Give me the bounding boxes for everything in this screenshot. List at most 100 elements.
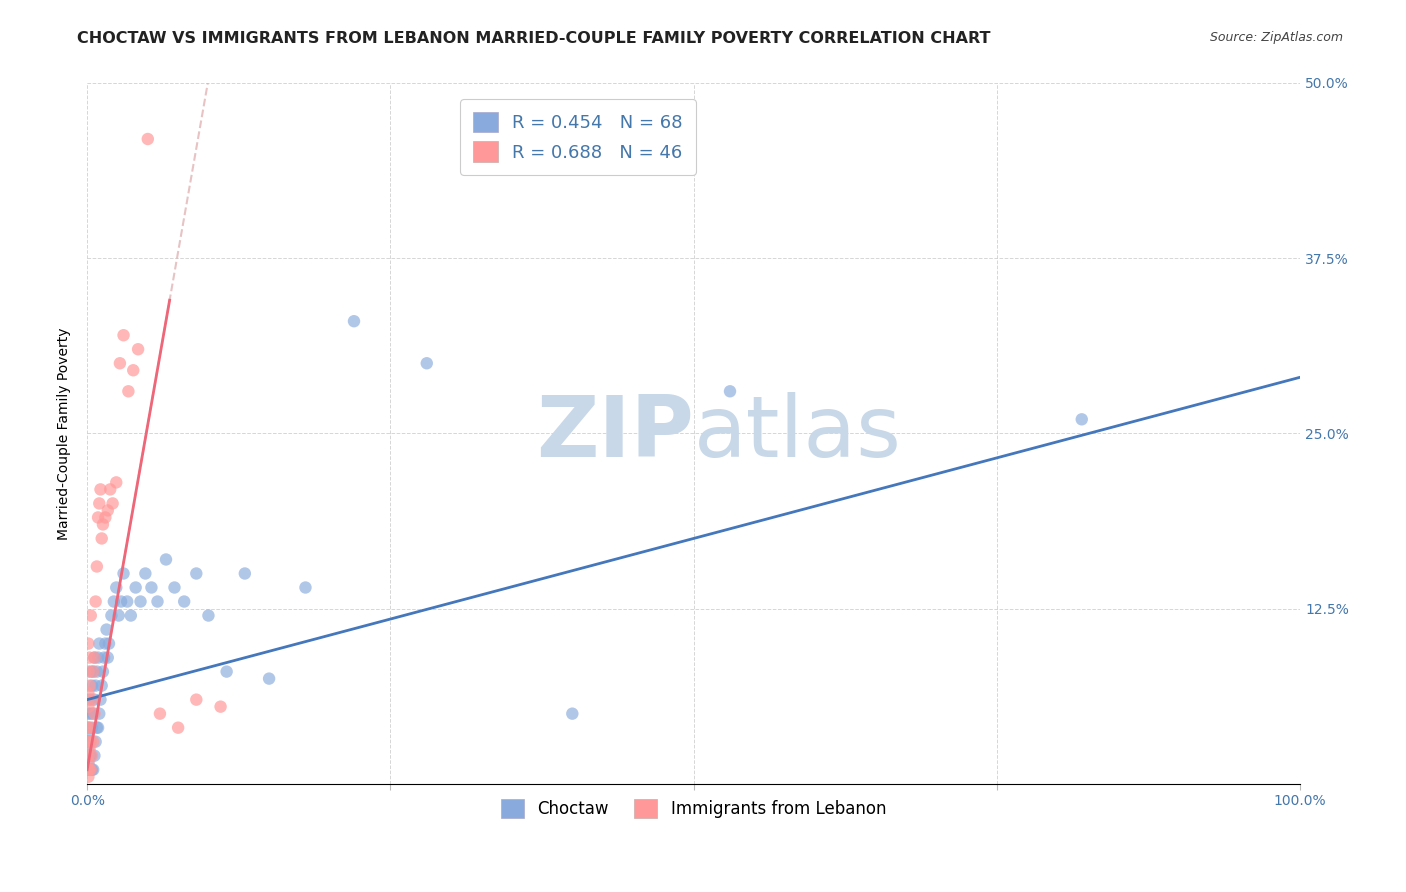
Text: Source: ZipAtlas.com: Source: ZipAtlas.com bbox=[1209, 31, 1343, 45]
Point bbox=[215, 665, 238, 679]
Point bbox=[79, 748, 101, 763]
Point bbox=[718, 384, 741, 399]
Point bbox=[97, 650, 120, 665]
Point bbox=[120, 608, 142, 623]
Point bbox=[94, 510, 117, 524]
Point bbox=[80, 679, 103, 693]
Point bbox=[83, 706, 105, 721]
Point bbox=[80, 734, 103, 748]
Point bbox=[80, 748, 103, 763]
Point bbox=[89, 496, 111, 510]
Point bbox=[77, 741, 100, 756]
Point bbox=[87, 510, 110, 524]
Point bbox=[89, 636, 111, 650]
Point bbox=[89, 692, 111, 706]
Point bbox=[112, 328, 135, 343]
Point bbox=[77, 636, 100, 650]
Point bbox=[107, 608, 129, 623]
Point bbox=[90, 532, 112, 546]
Point bbox=[77, 748, 100, 763]
Point bbox=[77, 734, 100, 748]
Point bbox=[101, 496, 124, 510]
Point bbox=[82, 734, 104, 748]
Point bbox=[141, 581, 163, 595]
Point bbox=[80, 763, 103, 777]
Point bbox=[79, 741, 101, 756]
Point bbox=[83, 650, 105, 665]
Point bbox=[77, 756, 100, 770]
Point bbox=[80, 692, 103, 706]
Point bbox=[98, 636, 121, 650]
Point bbox=[129, 594, 152, 608]
Point bbox=[93, 650, 115, 665]
Legend: Choctaw, Immigrants from Lebanon: Choctaw, Immigrants from Lebanon bbox=[495, 792, 893, 824]
Point bbox=[77, 763, 100, 777]
Point bbox=[77, 665, 100, 679]
Point bbox=[86, 665, 108, 679]
Point bbox=[115, 594, 138, 608]
Point bbox=[105, 475, 128, 490]
Point bbox=[87, 721, 110, 735]
Point bbox=[77, 699, 100, 714]
Point bbox=[163, 581, 186, 595]
Point bbox=[233, 566, 256, 581]
Point bbox=[80, 763, 103, 777]
Point bbox=[82, 665, 104, 679]
Point bbox=[77, 770, 100, 784]
Point bbox=[112, 566, 135, 581]
Point bbox=[146, 594, 169, 608]
Point bbox=[96, 623, 118, 637]
Point bbox=[416, 356, 439, 370]
Text: atlas: atlas bbox=[693, 392, 901, 475]
Point bbox=[100, 608, 122, 623]
Point bbox=[98, 483, 121, 497]
Point bbox=[343, 314, 366, 328]
Point bbox=[77, 721, 100, 735]
Point bbox=[82, 665, 104, 679]
Point bbox=[186, 692, 208, 706]
Point bbox=[79, 763, 101, 777]
Text: ZIP: ZIP bbox=[536, 392, 693, 475]
Point bbox=[82, 763, 104, 777]
Point bbox=[77, 721, 100, 735]
Point bbox=[83, 650, 105, 665]
Point bbox=[94, 636, 117, 650]
Point bbox=[84, 734, 107, 748]
Point bbox=[79, 734, 101, 748]
Point bbox=[124, 581, 146, 595]
Point bbox=[77, 706, 100, 721]
Point bbox=[77, 763, 100, 777]
Point bbox=[89, 706, 111, 721]
Point bbox=[134, 566, 156, 581]
Point bbox=[83, 748, 105, 763]
Point bbox=[105, 581, 128, 595]
Point bbox=[80, 665, 103, 679]
Point bbox=[186, 566, 208, 581]
Point bbox=[197, 608, 219, 623]
Point bbox=[77, 734, 100, 748]
Point bbox=[84, 594, 107, 608]
Point bbox=[84, 679, 107, 693]
Point bbox=[294, 581, 316, 595]
Point bbox=[79, 721, 101, 735]
Point bbox=[77, 756, 100, 770]
Point bbox=[79, 692, 101, 706]
Point bbox=[82, 706, 104, 721]
Point bbox=[209, 699, 232, 714]
Y-axis label: Married-Couple Family Poverty: Married-Couple Family Poverty bbox=[58, 327, 72, 540]
Point bbox=[77, 685, 100, 699]
Text: CHOCTAW VS IMMIGRANTS FROM LEBANON MARRIED-COUPLE FAMILY POVERTY CORRELATION CHA: CHOCTAW VS IMMIGRANTS FROM LEBANON MARRI… bbox=[77, 31, 991, 46]
Point bbox=[561, 706, 583, 721]
Point bbox=[80, 721, 103, 735]
Point bbox=[80, 608, 103, 623]
Point bbox=[167, 721, 190, 735]
Point bbox=[89, 483, 111, 497]
Point bbox=[103, 594, 125, 608]
Point bbox=[257, 672, 280, 686]
Point bbox=[149, 706, 172, 721]
Point bbox=[1070, 412, 1092, 426]
Point bbox=[136, 132, 159, 146]
Point bbox=[117, 384, 139, 399]
Point bbox=[173, 594, 195, 608]
Point bbox=[79, 679, 101, 693]
